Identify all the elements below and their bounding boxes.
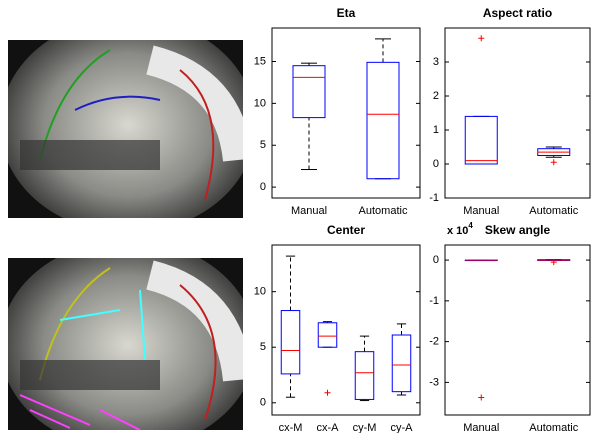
multiplier-exponent: 4 [468,221,473,230]
y-tick-label: 1 [433,124,439,136]
y-tick-label: -1 [429,295,439,307]
box [317,322,338,348]
x-tick-label: cx-A [317,422,340,433]
x-tick-label: cy-A [391,422,414,433]
axes-frame [271,244,421,416]
x-tick-label: Automatic [359,205,408,217]
y-tick-label: 15 [254,55,266,67]
box [366,61,400,180]
axes-frame [444,27,591,199]
multiplier-base: x 10 [447,225,468,237]
y-tick-label: 0 [260,181,266,193]
chart-title: Skew angle [485,223,551,237]
outlier [550,259,557,266]
y-tick-label: -2 [429,336,439,348]
box [292,65,326,119]
x-tick-label: cx-M [279,422,303,433]
box [391,334,412,393]
y-tick-label: 0 [433,254,439,266]
photo-top [8,40,243,218]
box [354,351,375,400]
x-tick-label: Automatic [529,205,578,217]
x-tick-label: Manual [291,205,327,217]
chart-title: Aspect ratio [483,6,552,20]
y-tick-label: -3 [429,376,439,388]
outlier [478,394,485,401]
y-tick-label: 3 [433,56,439,68]
outlier [478,35,485,42]
y-tick-label: -1 [429,192,439,204]
axis-multiplier: x 104 [447,221,473,237]
chart-title: Eta [337,6,356,20]
axes-frame [271,27,421,199]
y-tick-label: 0 [260,397,266,409]
y-tick-label: 10 [254,97,266,109]
y-tick-label: 0 [433,158,439,170]
box [280,310,301,375]
y-tick-label: 5 [260,341,266,353]
outlier [324,389,331,396]
x-tick-label: Automatic [529,422,578,433]
box [464,115,498,165]
x-tick-label: cy-M [353,422,377,433]
photo-bottom [8,258,243,430]
y-tick-label: 2 [433,90,439,102]
axes-frame [444,244,591,416]
y-tick-label: 10 [254,286,266,298]
chart-title: Center [327,223,365,237]
y-tick-label: 5 [260,139,266,151]
x-tick-label: Manual [463,205,499,217]
outlier [550,159,557,166]
x-tick-label: Manual [463,422,499,433]
